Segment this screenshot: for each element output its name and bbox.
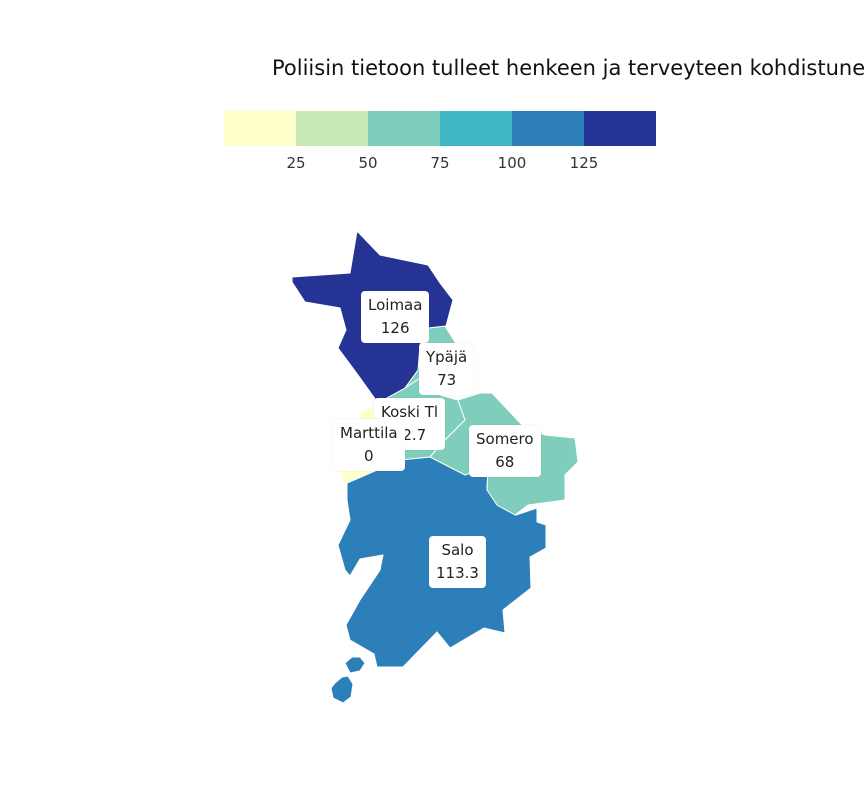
region-label-ypaja: Ypäjä 73 [419, 343, 475, 395]
region-salo-island[interactable] [330, 675, 354, 704]
region-label-marttila: Marttila 0 [333, 419, 405, 471]
region-salo-island[interactable] [344, 656, 366, 674]
legend-tick: 75 [430, 154, 450, 172]
legend-swatch-5 [584, 111, 656, 146]
legend-swatch-2 [368, 111, 440, 146]
region-value: 113.3 [436, 564, 479, 582]
region-name: Ypäjä [426, 348, 468, 366]
region-name: Marttila [340, 424, 398, 442]
legend-swatch-3 [440, 111, 512, 146]
region-name: Koski Tl [381, 403, 439, 421]
legend-tick: 100 [497, 154, 527, 172]
color-legend [224, 111, 656, 146]
region-label-loimaa: Loimaa 126 [361, 291, 430, 343]
region-name: Loimaa [368, 296, 423, 314]
legend-tick: 50 [358, 154, 378, 172]
map-title: Poliisin tietoon tulleet henkeen ja terv… [272, 56, 864, 80]
legend-swatch-4 [512, 111, 584, 146]
legend-swatch-0 [224, 111, 296, 146]
legend-tick: 25 [286, 154, 306, 172]
legend-tick: 125 [569, 154, 599, 172]
region-label-somero: Somero 68 [469, 425, 541, 477]
region-value: 73 [437, 371, 457, 389]
region-name: Salo [441, 541, 474, 559]
region-value: 0 [364, 447, 374, 465]
legend-swatch-1 [296, 111, 368, 146]
region-value: 126 [380, 319, 410, 337]
region-label-salo: Salo 113.3 [429, 536, 486, 588]
legend-ticks: 25 50 75 100 125 [224, 154, 656, 174]
region-name: Somero [476, 430, 534, 448]
region-value: 68 [495, 453, 515, 471]
